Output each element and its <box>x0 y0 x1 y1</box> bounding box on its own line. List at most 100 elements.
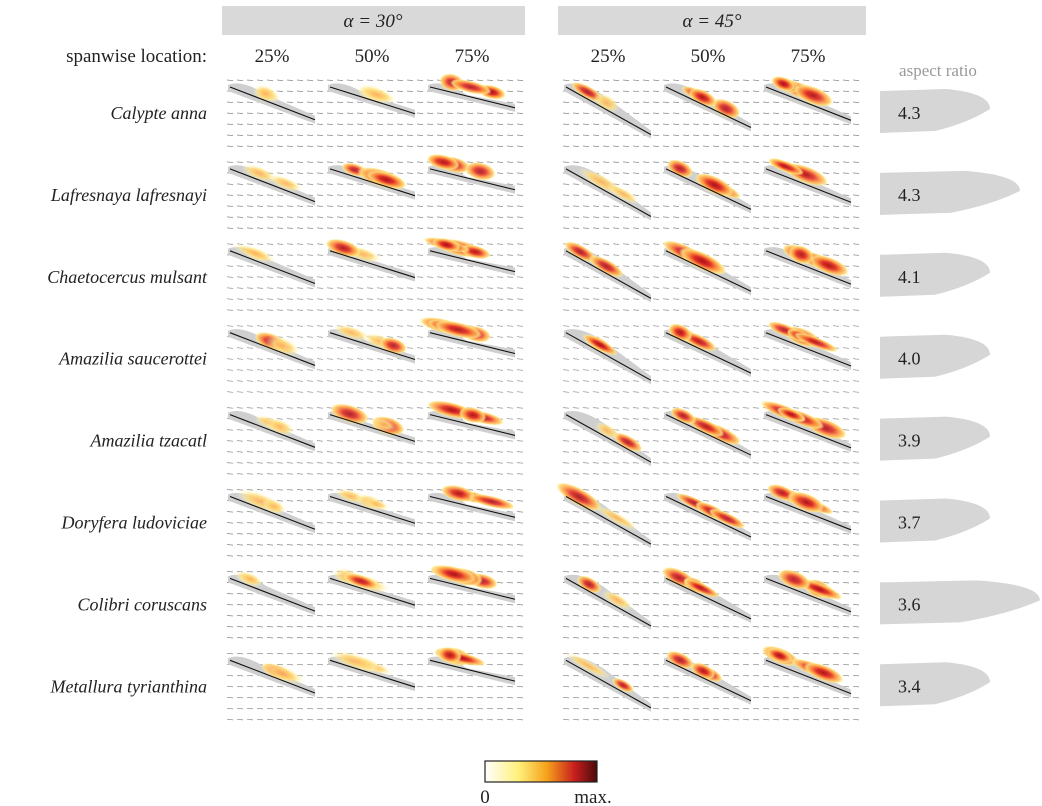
flow-arrow <box>653 474 659 475</box>
flow-arrow <box>467 719 473 720</box>
flow-arrow <box>583 637 589 638</box>
flow-arrow <box>457 102 463 103</box>
flow-arrow <box>733 512 739 513</box>
flow-arrow <box>247 637 253 638</box>
flow-arrow <box>327 719 333 720</box>
flow-arrow <box>643 697 649 698</box>
flow-arrow <box>813 135 819 136</box>
flow-arrow <box>603 91 609 92</box>
flow-arrow <box>297 593 303 594</box>
flow-panel <box>323 235 423 311</box>
flow-panel <box>427 71 523 147</box>
flow-panel <box>227 568 323 638</box>
flow-arrow <box>573 675 579 676</box>
flow-arrow <box>247 441 253 442</box>
flow-arrow <box>753 463 759 464</box>
flow-arrow <box>487 556 493 557</box>
flow-arrow <box>753 419 759 420</box>
flow-arrow <box>833 299 839 300</box>
flow-arrow <box>693 441 699 442</box>
flow-arrow <box>723 708 729 709</box>
flow-arrow <box>673 184 679 185</box>
flow-arrow <box>377 228 383 229</box>
flow-arrow <box>477 604 483 605</box>
flow-arrow <box>477 146 483 147</box>
flow-arrow <box>613 173 619 174</box>
flow-arrow <box>417 288 423 289</box>
flow-arrow <box>277 653 283 654</box>
flow-arrow <box>633 359 639 360</box>
flow-arrow <box>853 512 859 513</box>
flow-arrow <box>783 512 789 513</box>
flow-arrow <box>653 501 659 502</box>
flow-arrow <box>633 637 639 638</box>
flow-arrow <box>427 490 433 491</box>
flow-arrow <box>833 370 839 371</box>
flow-arrow <box>277 571 283 572</box>
flow-arrow <box>833 326 839 327</box>
flow-arrow <box>713 653 719 654</box>
flow-arrow <box>783 593 789 594</box>
flow-arrow <box>623 255 629 256</box>
flow-arrow <box>367 708 373 709</box>
flow-arrow <box>407 571 413 572</box>
flow-arrow <box>337 348 343 349</box>
flow-arrow <box>347 299 353 300</box>
flow-arrow <box>267 206 273 207</box>
flow-arrow <box>673 430 679 431</box>
flow-arrow <box>713 615 719 616</box>
flow-arrow <box>377 80 383 81</box>
flow-arrow <box>593 545 599 546</box>
flow-arrow <box>247 392 253 393</box>
aspect-ratio: 4.3 <box>898 185 921 205</box>
flow-arrow <box>643 348 649 349</box>
flow-arrow <box>417 184 423 185</box>
flow-arrow <box>763 228 769 229</box>
colorbar-max: max. <box>574 787 611 806</box>
flow-arrow <box>753 113 759 114</box>
flow-arrow <box>623 146 629 147</box>
flow-arrow <box>773 392 779 393</box>
flow-arrow <box>633 626 639 627</box>
flow-arrow <box>663 206 669 207</box>
flow-arrow <box>703 370 709 371</box>
flow-arrow <box>397 102 403 103</box>
flow-arrow <box>257 299 263 300</box>
flow-arrow <box>743 604 749 605</box>
flow-arrow <box>417 162 423 163</box>
flow-arrow <box>643 512 649 513</box>
flow-arrow <box>853 217 859 218</box>
flow-arrow <box>297 310 303 311</box>
flow-arrow <box>297 370 303 371</box>
flow-arrow <box>653 545 659 546</box>
flow-arrow <box>753 523 759 524</box>
flow-arrow <box>247 310 253 311</box>
flow-arrow <box>633 571 639 572</box>
flow-arrow <box>753 102 759 103</box>
flow-arrow <box>507 102 513 103</box>
flow-arrow <box>613 697 619 698</box>
flow-arrow <box>773 359 779 360</box>
chord-line <box>566 660 651 708</box>
flow-arrow <box>367 408 373 409</box>
flow-arrow <box>367 719 373 720</box>
flow-arrow <box>297 653 303 654</box>
flow-arrow <box>317 392 323 393</box>
aspect-ratio: 3.9 <box>898 431 921 451</box>
flow-arrow <box>703 501 709 502</box>
flow-arrow <box>367 392 373 393</box>
flow-arrow <box>673 113 679 114</box>
flow-arrow <box>497 244 503 245</box>
wing-silhouette <box>880 662 990 706</box>
flow-arrow <box>783 637 789 638</box>
flow-arrow <box>563 195 569 196</box>
flow-arrow <box>457 348 463 349</box>
flow-arrow <box>347 523 353 524</box>
flow-arrow <box>583 80 589 81</box>
flow-arrow <box>407 675 413 676</box>
flow-arrow <box>397 124 403 125</box>
flow-arrow <box>367 604 373 605</box>
flow-arrow <box>703 146 709 147</box>
flow-arrow <box>683 545 689 546</box>
flow-arrow <box>347 686 353 687</box>
